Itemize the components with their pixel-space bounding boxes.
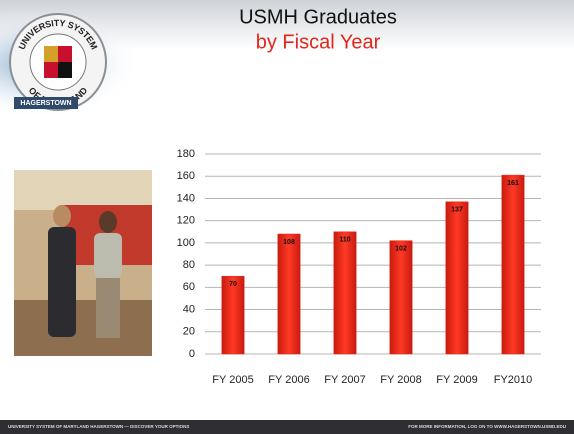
bar xyxy=(277,233,301,355)
data-label: 137 xyxy=(451,207,463,214)
photo-person xyxy=(94,233,122,278)
y-tick-label: 80 xyxy=(183,259,195,271)
y-tick-label: 100 xyxy=(177,237,195,249)
chart-subtitle: by Fiscal Year xyxy=(256,31,381,53)
y-tick-label: 0 xyxy=(189,348,195,360)
y-tick-label: 160 xyxy=(177,170,195,182)
data-label: 110 xyxy=(339,237,350,244)
data-label: 70 xyxy=(229,281,237,288)
logo-quarter xyxy=(58,62,72,78)
x-tick-label: FY 2006 xyxy=(268,374,309,386)
bar xyxy=(333,231,357,355)
photo-person xyxy=(96,278,120,338)
photo-floor xyxy=(14,300,152,356)
footer-right: FOR MORE INFORMATION, LOG ON TO WWW.HAGE… xyxy=(408,424,566,429)
y-tick-label: 140 xyxy=(177,192,195,204)
photo-person xyxy=(99,211,117,233)
photo-wall xyxy=(14,170,152,210)
logo-quarter xyxy=(58,46,72,62)
logo-quarter xyxy=(44,46,58,62)
x-tick-label: FY 2008 xyxy=(380,374,421,386)
logo-campus: HAGERSTOWN xyxy=(20,100,71,107)
logo-campus-band xyxy=(14,97,78,109)
bar xyxy=(389,240,413,355)
footer-bar xyxy=(0,420,574,434)
y-tick-label: 40 xyxy=(183,303,195,315)
y-tick-label: 60 xyxy=(183,281,195,293)
y-tick-label: 20 xyxy=(183,326,195,338)
x-tick-label: FY2010 xyxy=(494,374,533,386)
x-tick-label: FY 2007 xyxy=(324,374,365,386)
bar xyxy=(501,174,525,355)
y-tick-label: 120 xyxy=(177,215,195,227)
y-tick-label: 180 xyxy=(177,148,195,160)
bar xyxy=(445,201,469,355)
data-label: 102 xyxy=(395,246,407,253)
logo: UNIVERSITY SYSTEM OF MARYLAND HAGERSTOWN xyxy=(9,13,107,111)
chart-title: USMH Graduates xyxy=(239,6,397,28)
photo-person xyxy=(48,227,76,337)
data-label: 108 xyxy=(283,239,295,246)
photo-person xyxy=(53,205,71,227)
footer-left: UNIVERSITY SYSTEM OF MARYLAND HAGERSTOWN… xyxy=(8,424,189,429)
x-tick-label: FY 2009 xyxy=(436,374,477,386)
x-tick-label: FY 2005 xyxy=(212,374,253,386)
bar xyxy=(221,275,245,355)
data-label: 161 xyxy=(507,180,519,187)
photo xyxy=(14,170,152,356)
logo-quarter xyxy=(44,62,58,78)
